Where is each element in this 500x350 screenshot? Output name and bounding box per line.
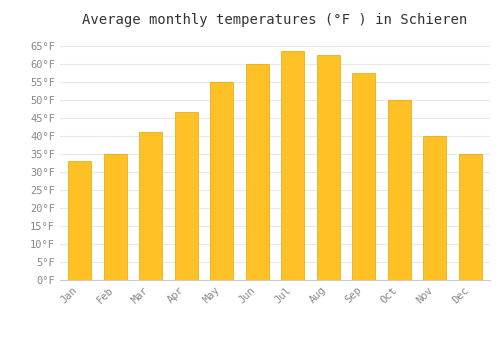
Bar (459, 154, 482, 280)
Bar (210, 82, 233, 280)
Bar (424, 136, 446, 280)
Bar (246, 64, 269, 280)
Bar (352, 73, 376, 280)
Title: Average monthly temperatures (°F ) in Schieren: Average monthly temperatures (°F ) in Sc… (82, 13, 468, 27)
Bar (68, 161, 91, 280)
Bar (388, 100, 411, 280)
Bar (317, 55, 340, 280)
Bar (281, 51, 304, 280)
Bar (104, 154, 126, 280)
Bar (174, 112, 198, 280)
Bar (139, 132, 162, 280)
